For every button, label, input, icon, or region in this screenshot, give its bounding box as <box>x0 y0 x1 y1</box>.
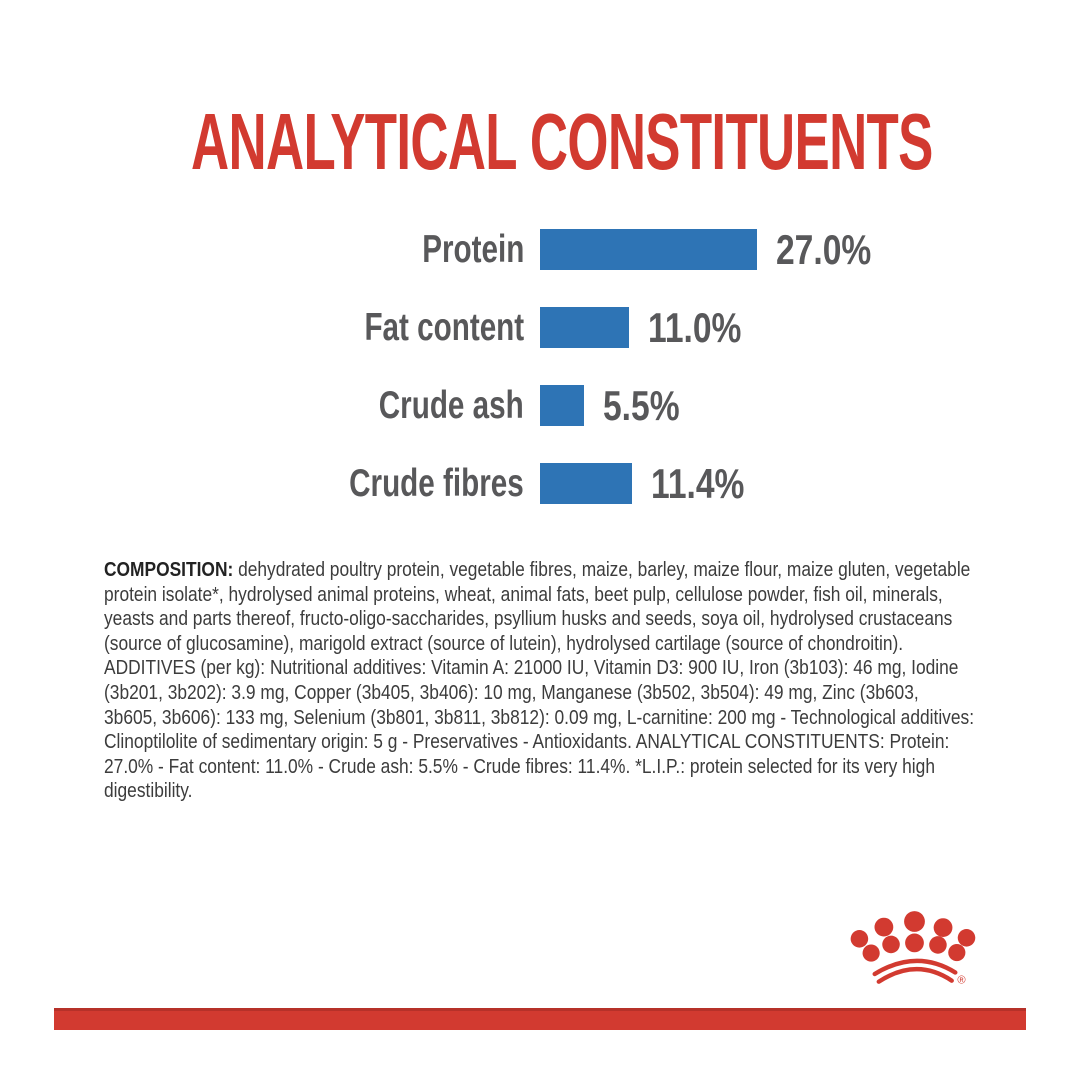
bar-label: Fat content <box>364 305 524 349</box>
bar <box>540 385 584 426</box>
bar-label: Crude fibres <box>349 461 524 505</box>
chart-row: Crude fibres 11.4% <box>84 460 1004 507</box>
bar-value: 11.0% <box>648 303 742 351</box>
crown-dot <box>850 930 869 948</box>
bar <box>540 229 757 270</box>
footer-accent-bar <box>54 1008 1026 1030</box>
composition-text: dehydrated poultry protein, vegetable fi… <box>104 558 975 803</box>
bar-value: 5.5% <box>603 381 680 429</box>
crown-dot <box>874 917 894 937</box>
royal-canin-crown-icon: ® <box>850 911 976 987</box>
crown-dot <box>933 918 953 937</box>
crown-dot <box>905 933 924 953</box>
chart-row: Crude ash 5.5% <box>84 382 1004 429</box>
crown-dot <box>862 944 880 962</box>
chart-row: Protein 27.0% <box>84 226 1004 273</box>
crown-dot <box>929 936 947 954</box>
bar <box>540 307 629 348</box>
page-title-text: ANALYTICAL CONSTITUENTS <box>191 97 933 186</box>
composition-paragraph: COMPOSITION: dehydrated poultry protein,… <box>104 558 976 804</box>
crown-dot <box>957 929 976 947</box>
crown-dot <box>904 911 925 932</box>
analytical-chart: Protein 27.0% Fat content 11.0% Crude ash 5.5… <box>84 226 1004 541</box>
chart-row: Fat content 11.0% <box>84 304 1004 351</box>
bar-value: 27.0% <box>776 225 872 273</box>
page-title: ANALYTICAL CONSTITUENTS <box>0 102 1080 182</box>
crown-dot <box>948 944 966 962</box>
bar-value: 11.4% <box>651 459 745 507</box>
crown-base-arc <box>872 958 958 977</box>
registered-trademark: ® <box>957 975 966 987</box>
bar <box>540 463 632 504</box>
bar-label: Crude ash <box>379 383 524 427</box>
bar-label: Protein <box>421 227 524 271</box>
composition-label: COMPOSITION: <box>104 558 234 581</box>
crown-dot <box>882 935 900 954</box>
crown-base-arc <box>876 966 954 984</box>
